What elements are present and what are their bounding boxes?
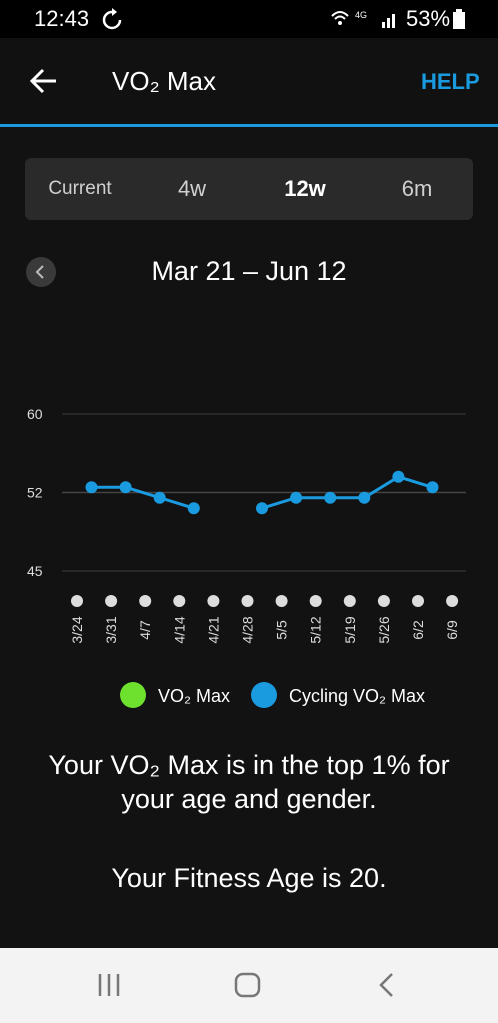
recents-button[interactable] bbox=[96, 972, 124, 998]
header: VO₂ Max HELP bbox=[0, 38, 498, 125]
tab[interactable]: Current bbox=[48, 178, 112, 199]
range-tabs: Current 4w 12w 6m bbox=[25, 158, 473, 220]
header-underline bbox=[0, 124, 498, 127]
x-tick-label: 3/31 bbox=[103, 616, 119, 643]
x-dot bbox=[105, 595, 118, 607]
data-point bbox=[187, 502, 200, 515]
home-button[interactable] bbox=[234, 972, 262, 998]
date-range: Mar 21 – Jun 12 bbox=[151, 256, 347, 286]
svg-text:4G: 4G bbox=[355, 10, 367, 20]
help-button[interactable]: HELP bbox=[421, 69, 480, 94]
back-button[interactable] bbox=[28, 66, 60, 96]
y-tick-label: 60 bbox=[27, 406, 43, 422]
data-point bbox=[290, 491, 303, 504]
x-dot bbox=[343, 595, 356, 607]
y-tick-label: 52 bbox=[27, 485, 43, 501]
tab[interactable]: 4w bbox=[177, 176, 207, 201]
x-tick-label: 4/7 bbox=[137, 620, 153, 640]
data-point bbox=[324, 491, 337, 504]
data-point bbox=[153, 491, 166, 504]
page-title: VO₂ Max bbox=[112, 66, 216, 96]
legend-label: Cycling VO₂ Max bbox=[289, 686, 425, 706]
x-dot bbox=[207, 595, 220, 607]
legend-swatch bbox=[120, 682, 146, 708]
x-dot bbox=[309, 595, 322, 607]
percentile-message: Your VO₂ Max is in the top 1% for your a… bbox=[48, 750, 450, 814]
x-dot bbox=[241, 595, 254, 607]
clock: 12:43 bbox=[34, 6, 90, 31]
data-point bbox=[358, 491, 371, 504]
nav-bar bbox=[0, 948, 498, 1023]
x-tick-label: 5/19 bbox=[342, 616, 358, 643]
y-tick-label: 45 bbox=[27, 563, 43, 579]
battery-icon bbox=[453, 9, 465, 29]
legend-label: VO₂ Max bbox=[158, 686, 230, 706]
data-point bbox=[119, 481, 132, 494]
x-dot bbox=[71, 595, 83, 607]
x-dot bbox=[275, 595, 288, 607]
chart: 60 52 45 3/24 3/31 4/7 4/14 4/21 4/28 5/5 5/12 5/19… bbox=[27, 406, 466, 708]
x-dot bbox=[446, 595, 459, 607]
data-point bbox=[392, 470, 405, 483]
x-dot bbox=[377, 595, 390, 607]
tab-selected[interactable]: 12w bbox=[284, 176, 326, 201]
x-dot bbox=[173, 595, 186, 607]
x-tick-label: 4/21 bbox=[205, 616, 221, 643]
data-point bbox=[256, 502, 268, 515]
legend-swatch bbox=[251, 682, 277, 708]
x-dot bbox=[139, 595, 152, 607]
sync-icon bbox=[102, 8, 122, 30]
fitness-age-message: Your Fitness Age is 20. bbox=[111, 863, 387, 893]
x-tick-label: 5/5 bbox=[274, 620, 290, 640]
x-tick-label: 4/14 bbox=[171, 616, 187, 643]
x-tick-label: 5/26 bbox=[376, 616, 392, 643]
x-tick-label: 3/24 bbox=[69, 616, 85, 643]
status-bar: 12:43 4G 53% bbox=[0, 0, 498, 38]
series-line bbox=[91, 485, 195, 510]
x-tick-label: 5/12 bbox=[308, 616, 324, 643]
signal-icons: 4G bbox=[331, 10, 395, 28]
tab[interactable]: 6m bbox=[401, 176, 433, 201]
x-tick-label: 6/2 bbox=[410, 620, 426, 640]
x-tick-label: 4/28 bbox=[240, 616, 256, 643]
data-point bbox=[85, 481, 98, 494]
data-point bbox=[426, 481, 439, 494]
back-nav-button[interactable] bbox=[376, 972, 398, 998]
x-tick-label: 6/9 bbox=[444, 620, 460, 640]
prev-range-button[interactable] bbox=[25, 256, 57, 288]
battery-level: 53% bbox=[406, 6, 451, 31]
x-dot bbox=[412, 595, 424, 607]
